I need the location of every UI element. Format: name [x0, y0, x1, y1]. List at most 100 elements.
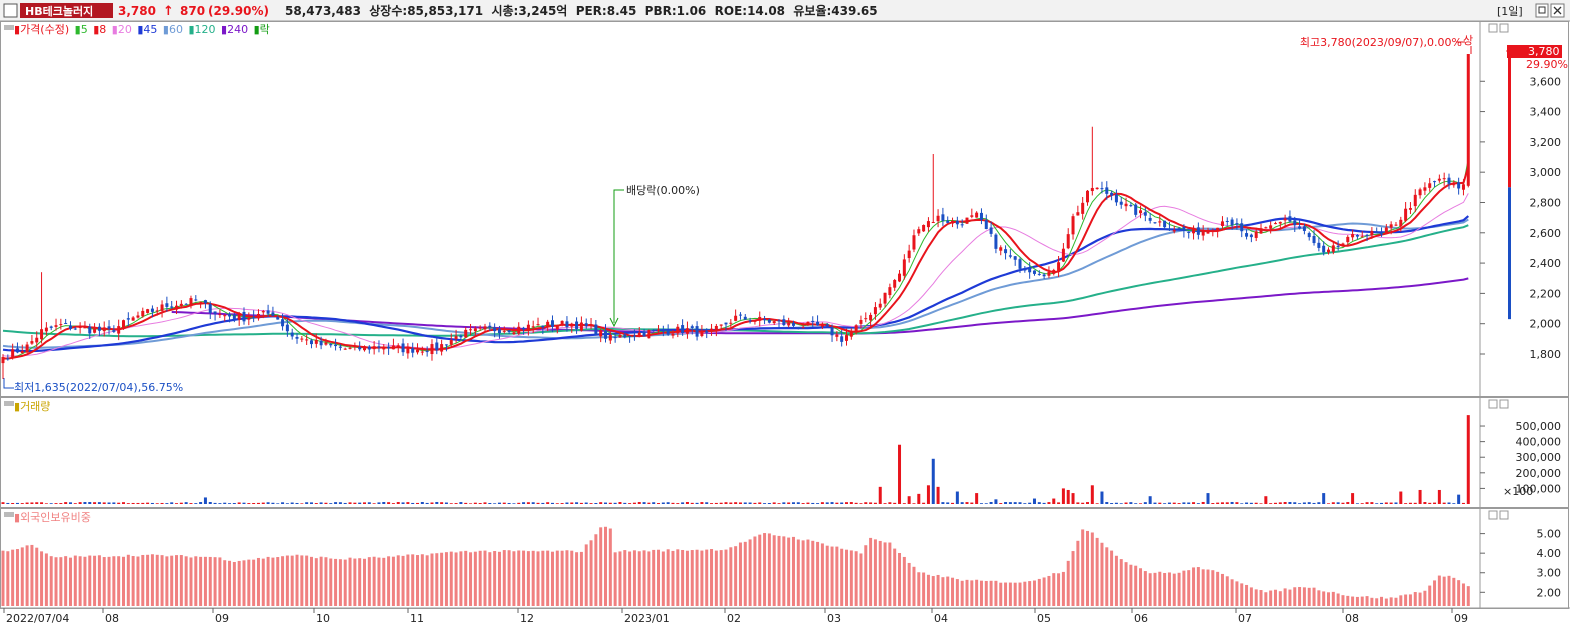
foreign-y-tick-label: 3.00	[1537, 567, 1562, 580]
volume-bar	[367, 502, 371, 504]
restore-icon[interactable]	[1535, 3, 1549, 18]
volume-bar	[131, 502, 135, 504]
volume-bar	[883, 503, 887, 504]
x-tick-label: 09	[215, 612, 229, 625]
candle-body	[555, 325, 559, 330]
foreign-bar	[1158, 571, 1162, 606]
volume-bar	[1293, 502, 1297, 504]
volume-bar	[1322, 493, 1326, 504]
candle-body	[512, 332, 516, 335]
foreign-bar	[73, 555, 77, 606]
foreign-bar	[777, 535, 781, 606]
volume-bar	[175, 503, 179, 504]
volume-bar	[93, 502, 97, 504]
foreign-bar	[1341, 595, 1345, 606]
volume-bar	[1220, 502, 1224, 504]
candle-body	[1259, 228, 1263, 234]
period-button[interactable]: [1일]	[1497, 4, 1523, 18]
candle-body	[1447, 177, 1451, 184]
foreign-bar	[1259, 590, 1263, 606]
candle-body	[237, 313, 241, 320]
price-panel	[0, 21, 1569, 397]
candle-body	[1264, 227, 1268, 229]
foreign-bar	[1081, 529, 1085, 606]
foreign-y-tick-label: 5.00	[1537, 528, 1562, 541]
candle-body	[256, 313, 260, 319]
candle-body	[1028, 267, 1032, 273]
foreign-bar	[425, 555, 429, 606]
candle-body	[271, 312, 275, 316]
volume-bar	[1129, 502, 1133, 504]
foreign-bar	[334, 558, 338, 606]
volume-bar	[772, 502, 776, 504]
volume-bar	[777, 503, 781, 504]
candle-body	[772, 321, 776, 324]
candle-body	[917, 229, 921, 234]
volume-bar	[854, 502, 858, 504]
candle-body	[112, 330, 116, 332]
candle-body	[372, 346, 376, 350]
stock-name-box[interactable]	[20, 3, 113, 18]
candle-body	[1423, 187, 1427, 191]
current-pct-label: 29.90%	[1526, 58, 1568, 71]
candle-body	[628, 335, 632, 337]
candle-body	[213, 311, 217, 314]
foreign-bar	[994, 580, 998, 606]
foreign-bar	[1413, 592, 1417, 606]
foreign-bar	[478, 550, 482, 606]
candle-body	[314, 340, 318, 344]
volume-bar	[1086, 502, 1089, 504]
candle-body	[1466, 54, 1470, 186]
volume-bar	[155, 503, 159, 504]
foreign-bar	[767, 533, 771, 606]
candle-body	[1187, 231, 1191, 233]
foreign-bar	[271, 557, 275, 606]
volume-bar	[363, 502, 366, 504]
foreign-bar	[1134, 565, 1138, 606]
volume-bar	[1018, 502, 1022, 504]
candle-body	[309, 340, 313, 345]
candle-body	[78, 326, 82, 328]
candle-body	[117, 326, 121, 334]
foreign-bar	[363, 558, 366, 606]
foreign-bar	[401, 555, 405, 606]
foreign-bar	[912, 566, 916, 606]
foreign-bar	[1302, 587, 1306, 606]
volume-bar	[714, 502, 718, 504]
foreign-bar	[550, 551, 554, 606]
menu-toggle-icon[interactable]	[3, 3, 18, 18]
foreign-panel-handle-icon	[4, 512, 14, 517]
volume-bar	[97, 502, 101, 504]
volume-bar	[203, 497, 207, 504]
volume-bar	[382, 502, 386, 504]
candle-body	[873, 307, 877, 315]
volume-bar	[869, 502, 873, 504]
candle-body	[758, 316, 762, 321]
foreign-bar	[20, 547, 24, 606]
volume-bar	[213, 502, 217, 504]
foreign-bar	[989, 580, 993, 606]
candle-body	[1365, 234, 1369, 236]
candle-body	[642, 331, 646, 337]
volume-bar	[237, 502, 241, 504]
volume-bar	[1071, 493, 1075, 504]
volume-bar	[1095, 503, 1099, 504]
foreign-bar	[623, 550, 627, 606]
candle-body	[305, 339, 309, 341]
candle-body	[984, 220, 988, 230]
volume-bar	[1442, 502, 1446, 504]
volume-bar	[531, 502, 535, 504]
candle-body	[131, 317, 135, 321]
volume-bar	[1230, 501, 1234, 504]
foreign-bar	[579, 551, 583, 606]
candle-body	[440, 344, 444, 352]
foreign-bar	[526, 551, 530, 606]
foreign-bar	[642, 550, 646, 606]
volume-bar	[117, 502, 121, 504]
volume-bar	[1288, 501, 1292, 504]
candle-body	[266, 310, 270, 314]
volume-bar	[652, 502, 656, 504]
foreign-bar	[854, 551, 858, 606]
candle-body	[777, 320, 781, 322]
foreign-bar	[15, 549, 19, 606]
